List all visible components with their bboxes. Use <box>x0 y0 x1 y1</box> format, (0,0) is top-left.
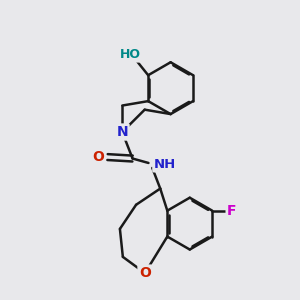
Text: N: N <box>116 125 128 139</box>
Text: O: O <box>139 266 151 280</box>
Text: HO: HO <box>120 48 141 61</box>
Text: F: F <box>227 204 237 218</box>
Text: NH: NH <box>154 158 176 171</box>
Text: O: O <box>92 150 104 164</box>
